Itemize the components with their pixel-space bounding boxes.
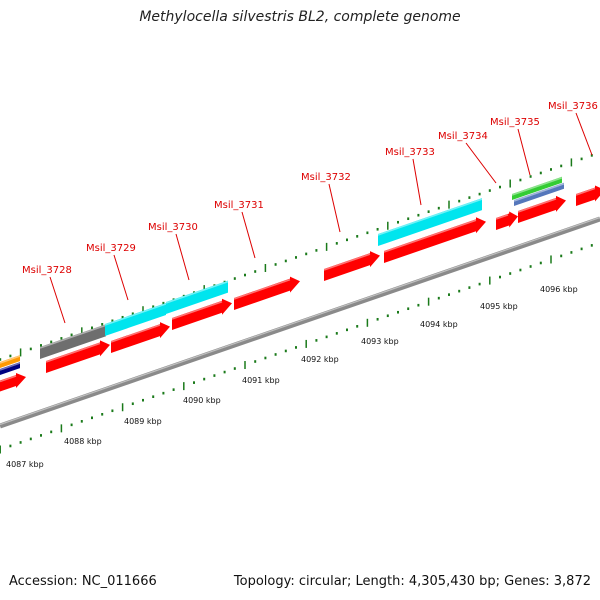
backbone-line [0,216,600,429]
kbp-labels: 4087 kbp 4088 kbp 4089 kbp 4090 kbp 4091 kbp… [6,285,578,469]
kbp-label: 4096 kbp [540,285,578,294]
cds-arrow [384,217,486,263]
feature-highlight [45,342,101,363]
genome-backbone [0,216,600,429]
gene-label: Msil_3734 [438,131,488,142]
feature-highlight [104,303,167,326]
label-leader-line [412,158,422,206]
label-leader-line [175,233,190,281]
feature-highlight [0,375,17,383]
feature-highlight [383,219,477,253]
orange-feature [0,355,20,368]
cds-arrow [46,340,110,373]
gene-label: Msil_3731 [214,200,264,211]
cds-arrow [172,298,232,330]
cds-arrow [111,322,170,353]
gene-label: Msil_3729 [86,243,136,254]
blue-feature [514,182,564,206]
gene-labels: Msil_3728 Msil_3729 Msil_3730 Msil_3731 Msil… [22,101,598,276]
kbp-label: 4094 kbp [420,320,458,329]
feature-highlight [0,362,21,371]
label-leaders [49,112,593,324]
cds-arrow [324,251,380,281]
kbp-label: 4090 kbp [183,396,221,405]
label-leader-line [465,142,497,184]
lower-tick-track [0,244,593,454]
label-leader-line [49,276,66,324]
kbp-label: 4088 kbp [64,437,102,446]
cyan-feature [166,280,228,314]
gene-label: Msil_3728 [22,265,72,276]
feature-highlight [323,253,371,271]
feature-highlight [39,324,107,349]
navy-feature [0,362,20,375]
cds-arrow [518,195,566,223]
accession-text: Accession: NC_011666 [9,574,157,589]
gray-feature [40,324,106,359]
kbp-label: 4087 kbp [6,460,44,469]
kbp-label: 4092 kbp [301,355,339,364]
cyan-feature [378,198,482,246]
label-leader-line [113,254,129,301]
kbp-label: 4095 kbp [480,302,518,311]
feature-highlight [171,301,223,320]
feature-highlight [165,280,229,304]
kbp-label: 4093 kbp [361,337,399,346]
feature-highlight [517,198,557,213]
green-feature [512,176,562,200]
genome-title: Methylocella silvestris BL2, complete ge… [139,9,461,25]
cyan-feature [105,302,166,336]
feature-highlight [110,324,161,343]
genome-stats-text: Topology: circular; Length: 4,305,430 bp… [233,574,591,589]
kbp-label: 4091 kbp [242,376,280,385]
upper-tick-track [0,154,593,361]
feature-highlight [511,177,563,196]
cds-arrow [0,372,26,392]
label-leader-line [241,211,256,259]
cds-arrow [576,185,600,206]
feature-highlight [233,278,291,300]
feature-highlight [0,355,21,364]
feature-highlight [513,183,565,202]
cds-arrow [234,276,300,310]
backbone-highlight [0,216,600,426]
feature-track [0,176,600,392]
gene-label: Msil_3730 [148,222,198,233]
gene-label: Msil_3732 [301,172,351,183]
feature-highlight [575,187,596,196]
label-leader-line [575,112,593,156]
feature-highlight [495,214,509,220]
label-leader-line [517,128,531,176]
feature-highlight [377,198,483,236]
gene-label: Msil_3733 [385,147,435,158]
cds-arrow [496,211,518,230]
gene-label: Msil_3735 [490,117,540,128]
kbp-label: 4089 kbp [124,417,162,426]
label-leader-line [328,183,341,233]
gene-label: Msil_3736 [548,101,598,112]
